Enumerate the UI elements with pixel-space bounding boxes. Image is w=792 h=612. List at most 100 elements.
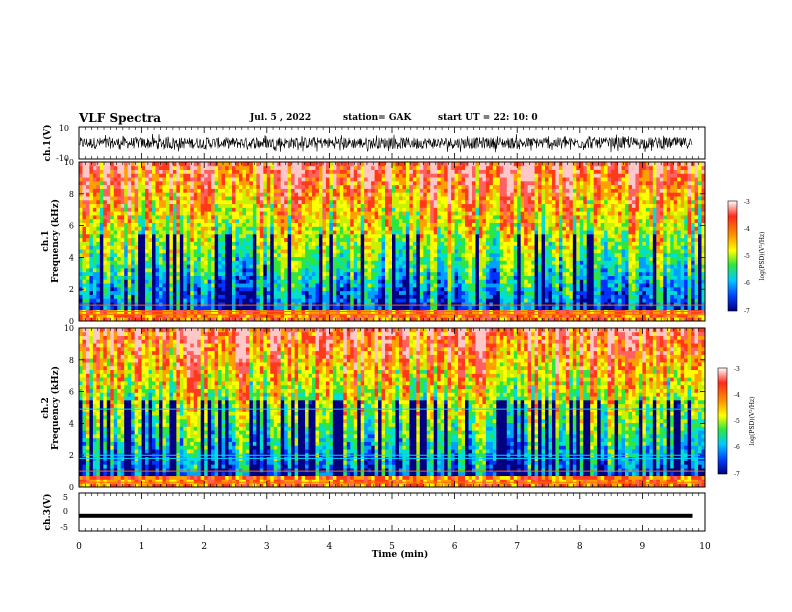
spectrogram-cell — [214, 188, 219, 193]
spectrogram-cell — [131, 283, 136, 288]
spectrogram-cell — [343, 271, 348, 276]
spectrogram-cell — [232, 162, 236, 167]
spectrogram-cell — [371, 199, 376, 205]
spectrogram-cell — [270, 230, 275, 235]
spectrogram-cell — [277, 290, 282, 295]
spectrogram-cell — [336, 207, 341, 212]
spectrogram-cell — [218, 199, 222, 205]
spectrogram-cell — [339, 188, 344, 193]
spectrogram-cell — [378, 260, 382, 265]
spectrogram-cell — [339, 305, 344, 311]
spectrogram-cell — [381, 283, 386, 288]
spectrogram-cell — [367, 192, 372, 197]
spectrogram-cell — [228, 298, 233, 303]
spectrogram-cell — [186, 256, 191, 261]
spectrogram-cell — [315, 286, 320, 292]
spectrogram-cell — [162, 313, 167, 318]
spectrogram-cell — [353, 241, 358, 246]
spectrogram-cell — [465, 180, 469, 186]
spectrogram-cell — [343, 203, 348, 208]
spectrogram-cell — [172, 245, 177, 250]
spectrogram-cell — [374, 162, 379, 167]
spectrogram-cell — [346, 203, 351, 208]
spectrogram-cell — [284, 256, 289, 261]
spectrogram-cell — [374, 260, 379, 265]
spectrogram-cell — [138, 264, 142, 269]
spectrogram-cell — [169, 283, 174, 288]
spectrogram-cell — [308, 199, 313, 205]
spectrogram-cell — [141, 233, 146, 239]
spectrogram-cell — [332, 237, 337, 242]
spectrogram-cell — [468, 298, 473, 303]
spectrogram-cell — [336, 317, 341, 322]
spectrogram-cell — [458, 188, 462, 193]
spectrogram-cell — [252, 222, 257, 227]
spectrogram-cell — [245, 192, 250, 197]
spectrogram-cell — [312, 230, 316, 235]
spectrogram-cell — [416, 230, 421, 235]
spectrogram-cell — [430, 264, 435, 269]
spectrogram-cell — [252, 226, 257, 231]
spectrogram-cell — [325, 196, 330, 201]
spectrogram-cell — [287, 162, 292, 167]
spectrogram-cell — [371, 230, 376, 235]
spectrogram-cell — [270, 211, 275, 216]
spectrogram-cell — [426, 207, 431, 212]
spectrogram-cell — [259, 173, 264, 178]
spectrogram-cell — [228, 233, 233, 239]
spectrogram-cell — [277, 165, 282, 170]
spectrogram-cell — [249, 241, 254, 246]
spectrogram-cell — [329, 286, 334, 292]
spectrogram-cell — [426, 249, 431, 254]
spectrogram-cell — [134, 271, 139, 276]
spectrogram-cell — [458, 283, 462, 288]
spectrogram-cell — [329, 222, 334, 227]
spectrogram-cell — [117, 275, 122, 280]
spectrogram-cell — [374, 173, 379, 178]
spectrogram-cell — [451, 252, 455, 258]
spectrogram-cell — [308, 218, 313, 223]
spectrogram-cell — [169, 211, 174, 216]
spectrogram-cell — [106, 283, 111, 288]
spectrogram-cell — [242, 249, 247, 254]
spectrogram-cell — [92, 302, 97, 307]
spectrogram-cell — [291, 188, 296, 193]
spectrogram-cell — [465, 275, 469, 280]
spectrogram-cell — [190, 192, 195, 197]
spectrogram-cell — [350, 184, 355, 189]
spectrogram-cell — [385, 286, 389, 292]
spectrogram-cell — [433, 241, 438, 246]
spectrogram-cell — [252, 203, 257, 208]
spectrogram-cell — [291, 173, 296, 178]
spectrogram-cell — [127, 180, 132, 186]
spectrogram-cell — [419, 237, 424, 242]
spectrogram-cell — [145, 196, 149, 201]
spectrogram-cell — [298, 290, 302, 295]
spectrogram-cell — [482, 173, 487, 178]
spectrogram-cell — [305, 286, 309, 292]
spectrogram-cell — [332, 173, 337, 178]
spectrogram-cell — [426, 313, 431, 318]
spectrogram-cell — [485, 226, 490, 231]
spectrogram-cell — [162, 222, 167, 227]
spectrogram-cell — [433, 192, 438, 197]
spectrogram-cell — [350, 199, 355, 205]
spectrogram-cell — [357, 264, 362, 269]
spectrogram-cell — [447, 215, 452, 220]
spectrogram-cell — [85, 226, 90, 231]
spectrogram-cell — [367, 279, 372, 284]
spectrogram-cell — [482, 275, 487, 280]
spectrogram-cell — [106, 177, 111, 182]
spectrogram-cell — [277, 241, 282, 246]
spectrogram-cell — [162, 279, 167, 284]
spectrogram-cell — [141, 260, 146, 265]
spectrogram-cell — [353, 192, 358, 197]
spectrogram-cell — [183, 226, 188, 231]
spectrogram-cell — [398, 298, 403, 303]
spectrogram-cell — [378, 256, 382, 261]
spectrogram-cell — [465, 211, 469, 216]
spectrogram-cell — [266, 302, 271, 307]
spectrogram-cell — [426, 180, 431, 186]
spectrogram-cell — [489, 233, 494, 239]
spectrogram-cell — [127, 177, 132, 182]
